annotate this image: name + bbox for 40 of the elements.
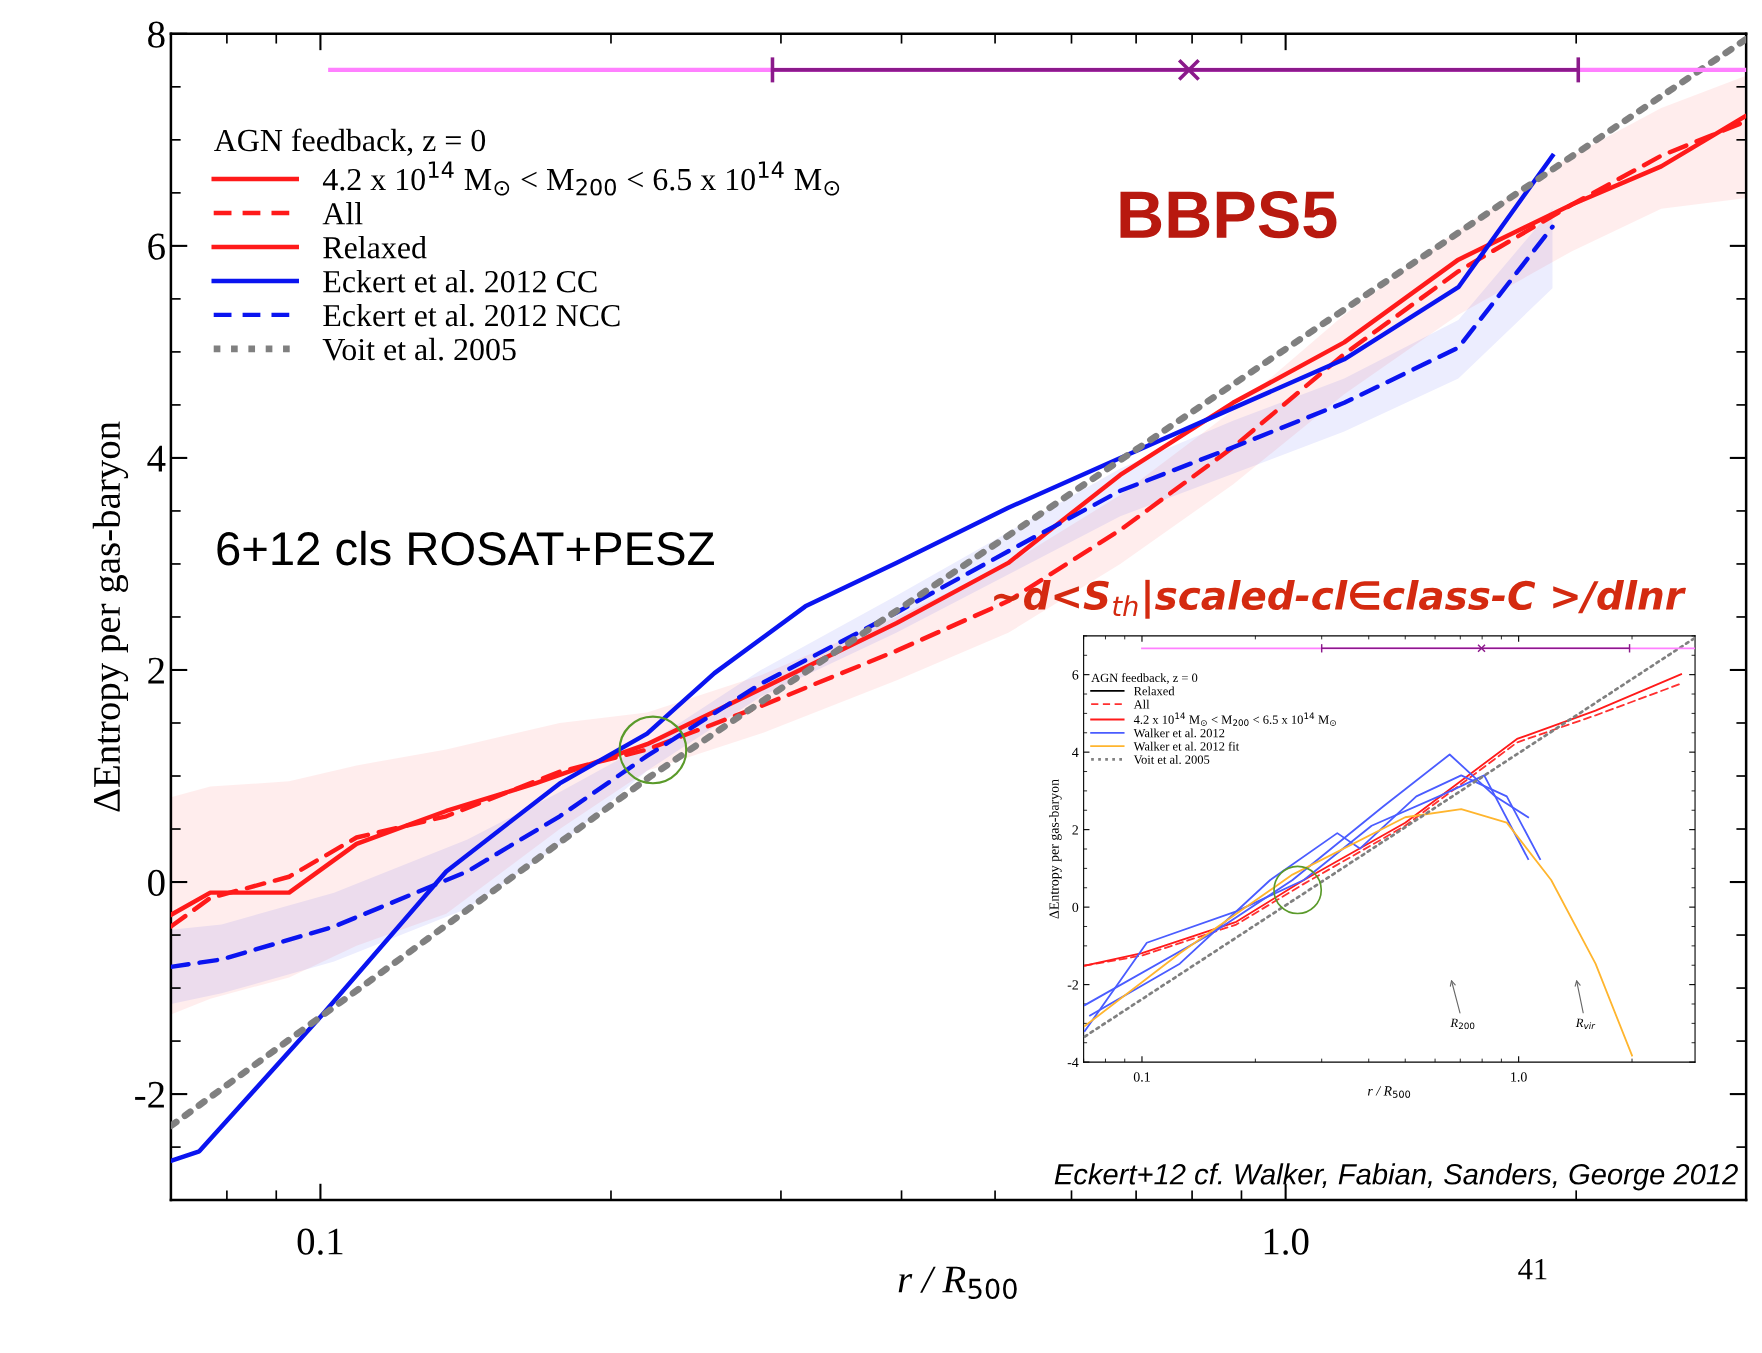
y-axis-title: ΔEntropy per gas-baryon bbox=[92, 421, 129, 812]
legend-label: Walker et al. 2012 fit bbox=[1133, 741, 1240, 751]
x-axis-title: r / R$_{500}$ bbox=[898, 1266, 1017, 1300]
x-tick-label: 1.0 bbox=[1511, 1072, 1527, 1082]
y-tick-label: -4 bbox=[1067, 1057, 1079, 1067]
annotation: R$_{vir}$ bbox=[1575, 1018, 1596, 1029]
legend-label: Voit et al. 2005 bbox=[322, 337, 516, 361]
annotation: BBPS5 bbox=[1120, 191, 1337, 239]
y-tick-label: 2 bbox=[1072, 825, 1078, 835]
legend-label: Eckert et al. 2012 CC bbox=[323, 269, 597, 293]
legend-label: Relaxed bbox=[323, 236, 427, 259]
y-tick-label: 8 bbox=[148, 21, 165, 48]
x-tick-label: 1.0 bbox=[1264, 1228, 1309, 1255]
y-tick-label: 6 bbox=[148, 233, 165, 260]
legend-title: AGN feedback, z = 0 bbox=[1091, 673, 1198, 684]
y-tick-label: 6 bbox=[1072, 670, 1079, 680]
legend-title: AGN feedback, z = 0 bbox=[214, 128, 486, 156]
y-tick-label: 4 bbox=[1072, 747, 1079, 757]
annotation: R$_{200}$ bbox=[1450, 1018, 1475, 1030]
x-axis-title: r / R$_{500}$ bbox=[1367, 1086, 1411, 1098]
legend-label: Eckert et al. 2012 NCC bbox=[323, 303, 620, 327]
legend-label: All bbox=[1133, 699, 1150, 709]
y-axis-title: ΔEntropy per gas-baryon bbox=[1049, 779, 1062, 919]
text: 41 bbox=[1518, 1259, 1547, 1280]
x-tick-label: 0.1 bbox=[297, 1228, 343, 1255]
y-tick-label: -2 bbox=[1067, 980, 1078, 990]
y-tick-label: 4 bbox=[147, 445, 166, 472]
y-tick-label: -2 bbox=[135, 1081, 164, 1108]
text: 4.2 x 10$^{14}$ M$_{⊙}$ < M$_{200}$ < 6.5 x 10$^{14}$ M$_{⊙}$ bbox=[322, 161, 840, 196]
legend-label: Voit et al. 2005 bbox=[1133, 755, 1210, 764]
legend-label: All bbox=[322, 202, 363, 225]
legend-label: Walker et al. 2012 bbox=[1133, 728, 1225, 738]
annotation: Eckert+12 cf. Walker, Fabian, Sanders, George 2012 bbox=[1054, 1163, 1738, 1191]
annotation: 6+12 cls ROSAT+PESZ bbox=[217, 530, 714, 566]
text: 4.2 x 10$^{14}$ M$_{⊙}$ < M$_{200}$ < 6.5 x 10$^{14}$ M$_{⊙}$ bbox=[1133, 712, 1336, 726]
legend-label: Relaxed bbox=[1133, 686, 1175, 696]
y-tick-label: 2 bbox=[148, 657, 164, 684]
y-tick-label: 0 bbox=[148, 869, 165, 896]
x-tick-label: 0.1 bbox=[1133, 1072, 1150, 1082]
y-tick-label: 0 bbox=[1072, 902, 1079, 913]
